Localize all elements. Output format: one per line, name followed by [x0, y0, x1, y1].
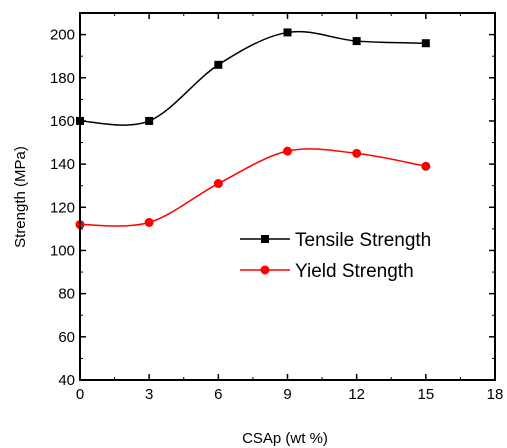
tensile-strength-line [79, 30, 426, 126]
y-tick-label: 100 [50, 242, 75, 259]
yield-strength-point [213, 179, 223, 189]
plot-frame [79, 12, 496, 381]
yield-strength-point [352, 148, 362, 158]
y-axis-title: Strength (MPa) [12, 146, 29, 248]
y-tick-label: 180 [50, 70, 75, 87]
tensile-strength-point [145, 116, 154, 125]
y-tick-label: 160 [50, 113, 75, 130]
tensile-strength-point [214, 60, 223, 69]
x-tick-label: 3 [145, 386, 153, 403]
legend-marker-yield-strength [260, 265, 270, 275]
yield-strength-point [421, 161, 431, 171]
y-tick-label: 120 [50, 199, 75, 216]
x-tick-label: 12 [348, 386, 365, 403]
legend: Tensile Strength Yield Strength [240, 230, 431, 282]
tensile-strength-point [352, 37, 361, 46]
tensile-strength-point [283, 28, 292, 37]
yield-strength-point [144, 217, 154, 227]
plot-area [75, 28, 431, 230]
x-tick-label: 9 [283, 386, 291, 403]
yield-strength-line [79, 148, 426, 227]
legend-label-tensile-strength: Tensile Strength [295, 230, 431, 251]
tensile-strength-point [421, 39, 430, 48]
x-tick-label: 18 [487, 386, 504, 403]
y-tick-label: 40 [58, 372, 75, 389]
y-tick-label: 140 [50, 156, 75, 173]
x-tick-label: 6 [214, 386, 222, 403]
y-tick-label: 80 [58, 286, 75, 303]
yield-strength-point [283, 146, 292, 156]
axes: 0 3 6 9 12 15 18 40 60 80 100 120 140 160 180 200 [50, 12, 504, 403]
y-tick-label: 200 [50, 27, 75, 44]
legend-label-yield-strength: Yield Strength [295, 261, 414, 282]
x-tick-label: 15 [417, 386, 434, 403]
y-tick-label: 60 [58, 329, 75, 346]
x-tick-label: 0 [76, 386, 84, 403]
x-axis-title: CSAp (wt %) [242, 430, 328, 447]
legend-marker-tensile-strength [261, 235, 269, 243]
